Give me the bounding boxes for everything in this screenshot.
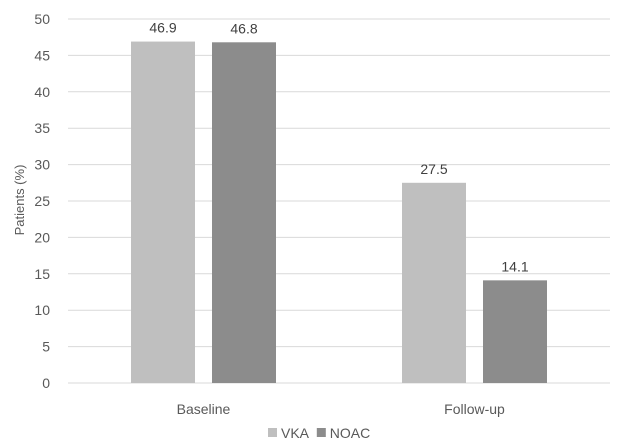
bars [131, 41, 547, 384]
y-tick-label: 50 [34, 11, 50, 27]
legend-swatch-vka [268, 428, 277, 437]
data-label: 14.1 [501, 258, 528, 274]
legend-swatch-noac [316, 428, 326, 437]
x-axis-categories: Baseline Follow-up [177, 401, 505, 417]
y-tick-label: 15 [34, 266, 50, 282]
x-category-label: Follow-up [444, 401, 505, 417]
bar-vka-follow-up [402, 182, 466, 383]
y-tick-label: 0 [42, 375, 50, 391]
y-tick-label: 45 [34, 47, 50, 63]
bar-vka-baseline [131, 41, 195, 384]
y-tick-label: 20 [34, 229, 50, 245]
data-label: 46.8 [230, 20, 257, 36]
y-axis-label: Patients (%) [12, 165, 27, 236]
y-axis-ticks: 0 5 10 15 20 25 30 35 40 45 50 [34, 11, 50, 391]
y-tick-label: 5 [42, 339, 50, 355]
legend-label-noac: NOAC [330, 425, 370, 441]
legend-label-vka: VKA [281, 425, 310, 441]
y-tick-label: 40 [34, 84, 50, 100]
y-tick-label: 10 [34, 302, 50, 318]
data-label: 27.5 [420, 161, 447, 177]
x-category-label: Baseline [177, 401, 231, 417]
y-tick-label: 35 [34, 120, 50, 136]
y-tick-label: 30 [34, 157, 50, 173]
data-labels: 46.9 46.8 27.5 14.1 [149, 20, 528, 275]
legend: VKA NOAC [268, 425, 370, 441]
y-tick-label: 25 [34, 193, 50, 209]
bar-noac-baseline [212, 42, 276, 384]
bar-noac-follow-up [483, 280, 547, 383]
data-label: 46.9 [149, 20, 176, 36]
